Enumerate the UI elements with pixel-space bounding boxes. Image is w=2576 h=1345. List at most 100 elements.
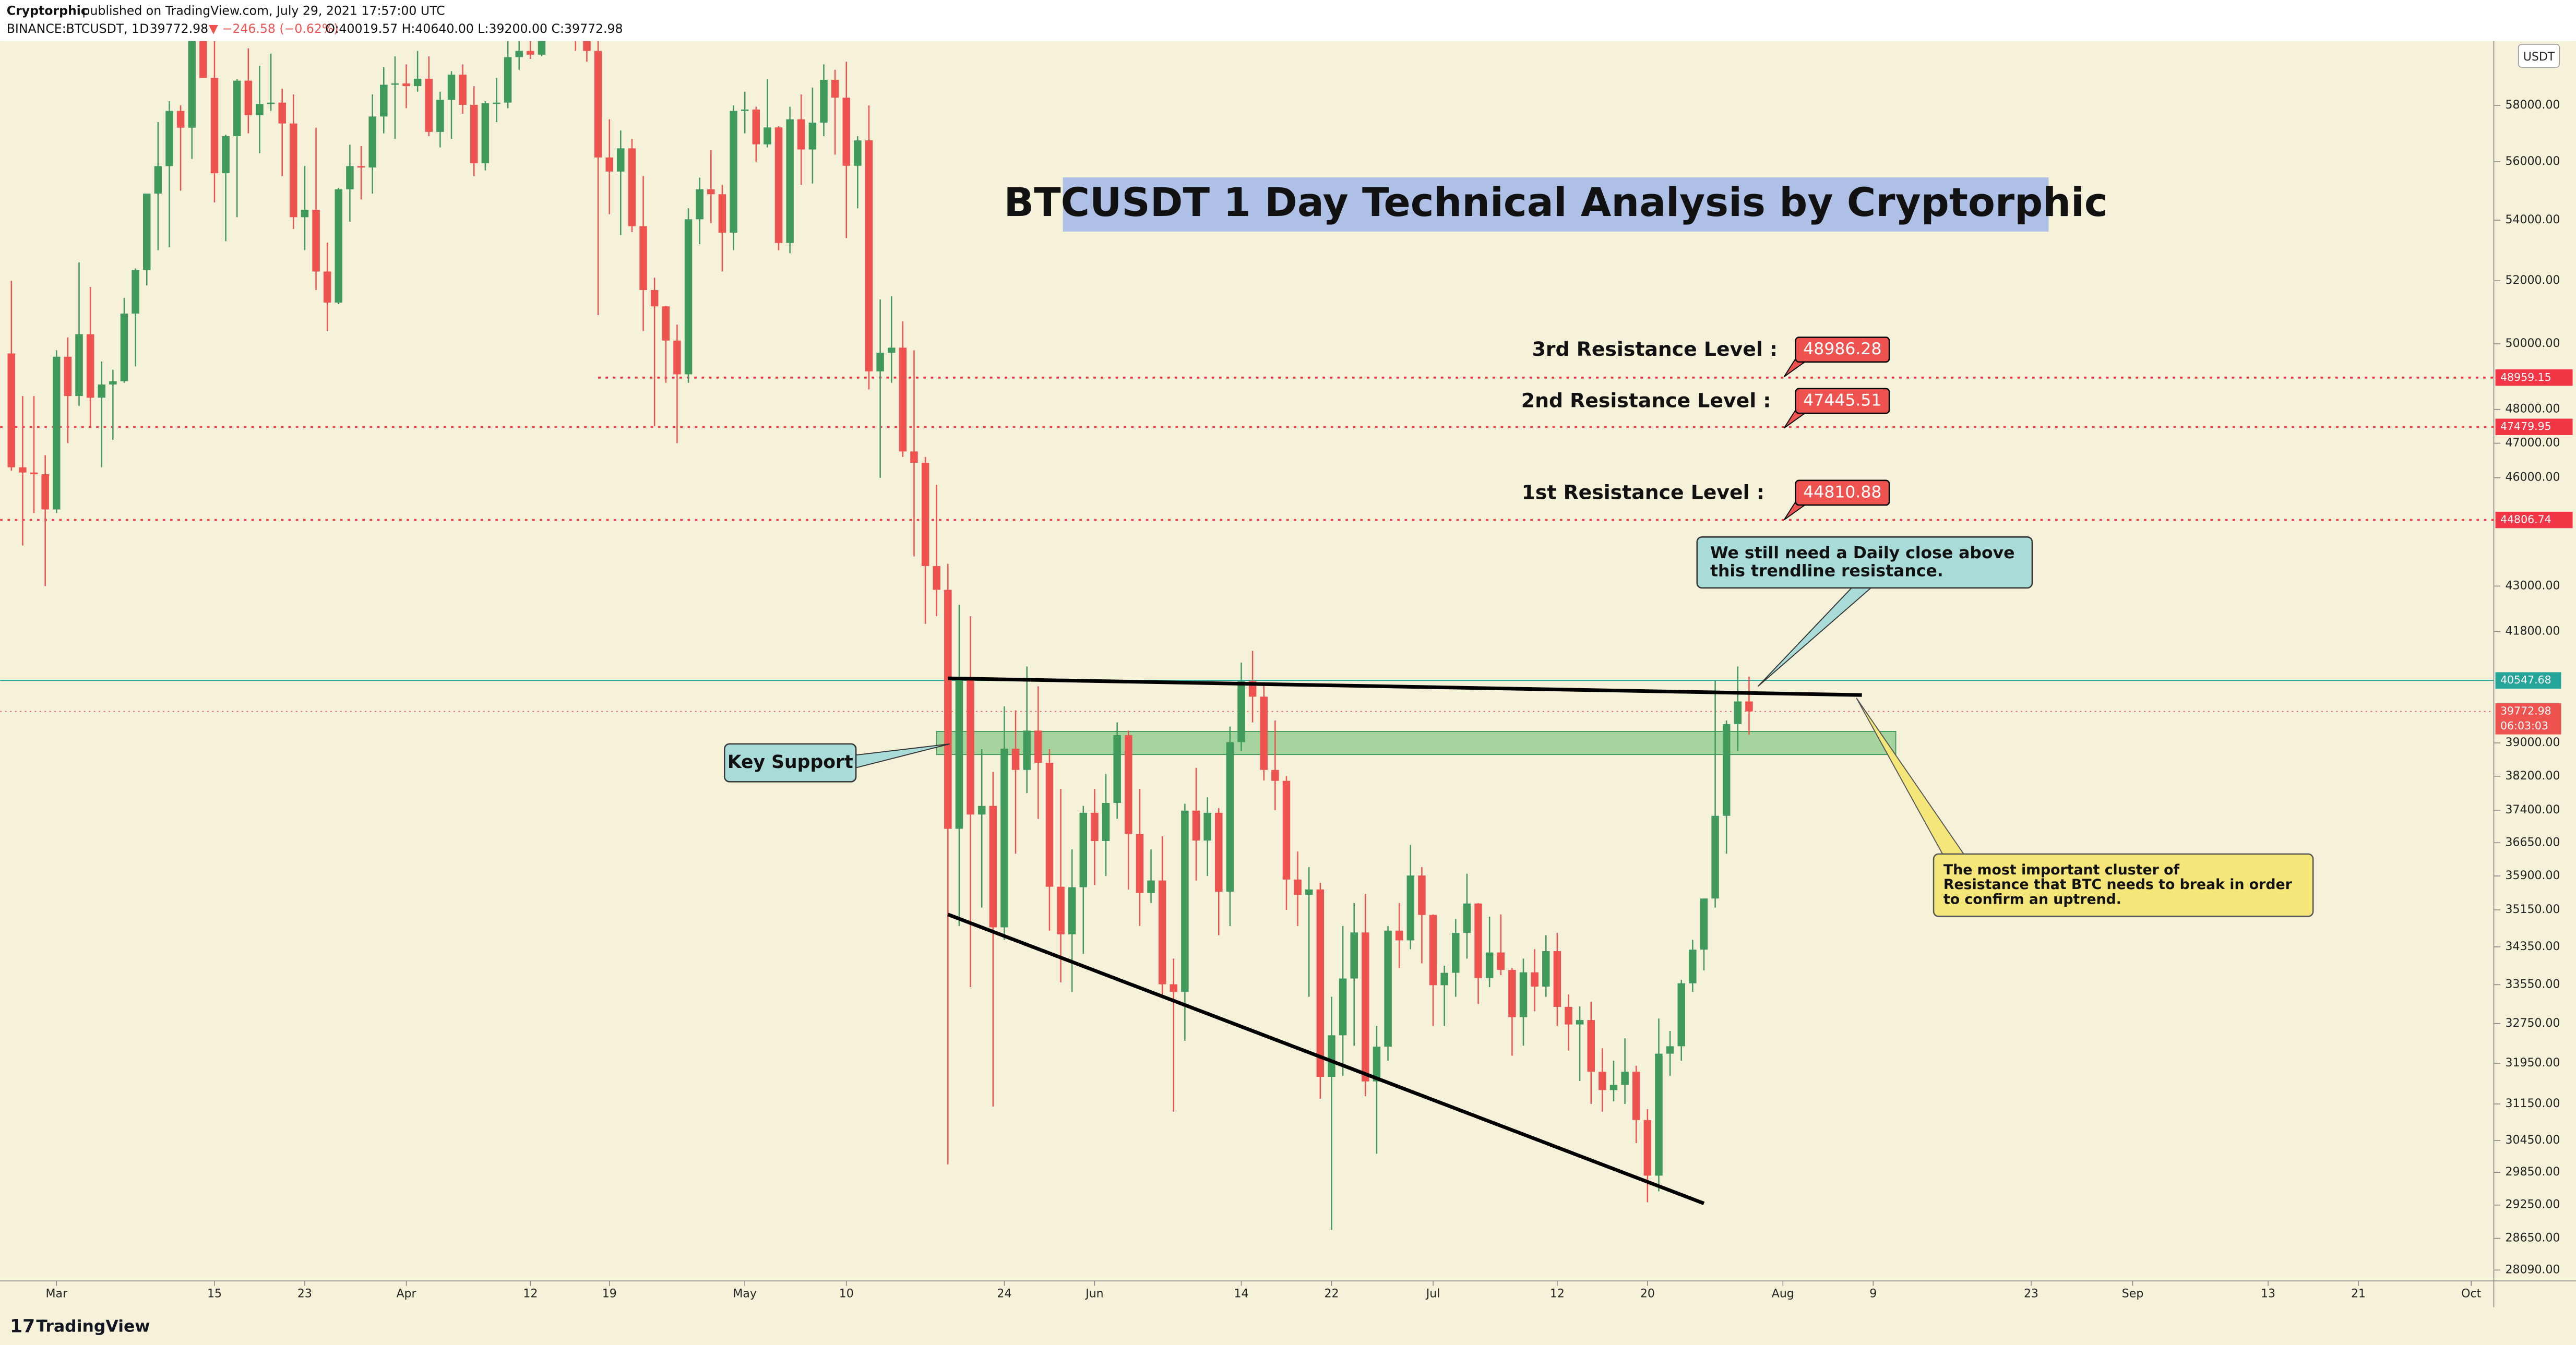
candle-body <box>1531 972 1539 987</box>
candle-body <box>1113 735 1121 803</box>
resistance-box <box>1795 388 1890 414</box>
candle-body <box>19 467 27 473</box>
candle-body <box>1632 1072 1640 1120</box>
candle-body <box>1034 730 1042 763</box>
y-tick-label: 32750.00 <box>2505 1017 2560 1030</box>
x-tick-label: 24 <box>997 1287 1011 1300</box>
candle-body <box>696 189 703 220</box>
candle-body <box>493 102 500 104</box>
trendline <box>948 676 1862 697</box>
candle-body <box>583 41 591 51</box>
candle-body <box>109 381 117 385</box>
close-text: this trendline resistance. <box>1710 561 1943 580</box>
candle-body <box>842 98 850 166</box>
last-price-label: 39772.98 <box>2500 705 2551 717</box>
candle-body <box>1677 983 1685 1047</box>
close-text: We still need a Daily close above <box>1710 544 2014 562</box>
candle-body <box>639 226 647 291</box>
candle-body <box>684 219 693 375</box>
candle-body <box>1452 933 1460 973</box>
candle-body <box>41 474 49 510</box>
candle-body <box>1565 1006 1572 1025</box>
level-axis-label: 47479.95 <box>2500 420 2551 433</box>
candle-body <box>1237 681 1245 742</box>
candle-body <box>413 78 422 87</box>
candle-body <box>1722 724 1731 816</box>
x-tick-label: Jun <box>1084 1287 1103 1300</box>
candle-body <box>1485 952 1494 978</box>
candle-body <box>944 590 952 829</box>
last-price-box <box>2495 703 2561 735</box>
y-tick-label: 58000.00 <box>2505 99 2560 112</box>
level-axis-label: 48959.15 <box>2500 371 2551 383</box>
candle-body <box>278 102 286 124</box>
support-callout <box>724 743 857 783</box>
candle-body <box>323 271 331 303</box>
x-tick-label: 20 <box>1640 1287 1655 1300</box>
level-axis-label: 44806.74 <box>2500 513 2551 526</box>
x-tick-label: Jul <box>1425 1287 1440 1300</box>
marker-axis-box <box>2495 672 2561 689</box>
y-tick-label: 31150.00 <box>2505 1097 2560 1110</box>
x-tick-label: 23 <box>2024 1287 2038 1300</box>
x-tick-label: 10 <box>839 1287 854 1300</box>
cluster-callout <box>1933 853 2314 917</box>
x-tick-label: 21 <box>2351 1287 2366 1300</box>
y-tick-label: 28090.00 <box>2505 1263 2560 1276</box>
y-tick-label: 33550.00 <box>2505 978 2560 991</box>
candle-body <box>1350 932 1358 979</box>
y-tick-label: 54000.00 <box>2505 213 2560 226</box>
x-tick-label: Mar <box>46 1287 68 1300</box>
candle-body <box>256 104 264 115</box>
last: 39772.98 <box>150 21 209 36</box>
candle-body <box>662 306 670 341</box>
candle-body <box>1745 701 1753 712</box>
candle-body <box>1305 889 1313 895</box>
candle-body <box>301 210 309 218</box>
support-text: Key Support <box>728 752 853 773</box>
candle-body <box>1689 950 1697 983</box>
candle-body <box>368 116 376 168</box>
x-tick-label: 9 <box>1869 1287 1877 1300</box>
candle-body <box>808 123 817 150</box>
currency: USDT <box>2523 51 2555 64</box>
author: Cryptorphic <box>7 4 88 18</box>
resistance-text: 3rd Resistance Level : <box>1532 338 1778 361</box>
candle-body <box>402 83 410 87</box>
symbol: BINANCE:BTCUSDT, 1D <box>7 21 149 36</box>
candle-body <box>267 102 275 104</box>
y-tick-label: 56000.00 <box>2505 155 2560 168</box>
candle-body <box>1599 1072 1606 1090</box>
candle-body <box>707 189 715 195</box>
candle-body <box>1045 763 1054 887</box>
candle-body <box>752 109 760 145</box>
candle-body <box>233 80 241 136</box>
candle-body <box>1192 810 1200 841</box>
candle-body <box>165 111 173 166</box>
candle-body <box>222 136 230 174</box>
resistance-value: 44810.88 <box>1803 483 1881 501</box>
candle-body <box>1734 701 1742 724</box>
candle-body <box>1079 812 1088 887</box>
ohlc: O:40019.57 H:40640.00 L:39200.00 C:39772… <box>325 21 623 36</box>
candle-body <box>470 104 478 163</box>
chart-title: BTCUSDT 1 Day Technical Analysis by Cryp… <box>1004 179 2108 225</box>
y-tick-label: 39000.00 <box>2505 736 2560 749</box>
candle-body <box>447 75 456 100</box>
candle-body <box>357 166 365 168</box>
y-tick-label: 48000.00 <box>2505 403 2560 416</box>
candle-body <box>1463 903 1471 933</box>
candle-body <box>515 51 523 57</box>
candle-body <box>797 119 805 150</box>
candle-body <box>425 78 433 132</box>
candle-body <box>199 41 207 78</box>
y-tick-label: 35150.00 <box>2505 903 2560 916</box>
x-tick-label: Oct <box>2461 1287 2481 1300</box>
candle-body <box>1553 951 1561 1007</box>
candle-body <box>854 140 862 166</box>
overlay: 48959.15 47479.95 44806.74 40547.68 39772.98… <box>724 337 2573 917</box>
candle-body <box>154 166 162 194</box>
candle-body <box>188 41 196 128</box>
candle-body <box>30 472 38 475</box>
change: ▼ −246.58 (−0.62%) <box>209 21 339 36</box>
